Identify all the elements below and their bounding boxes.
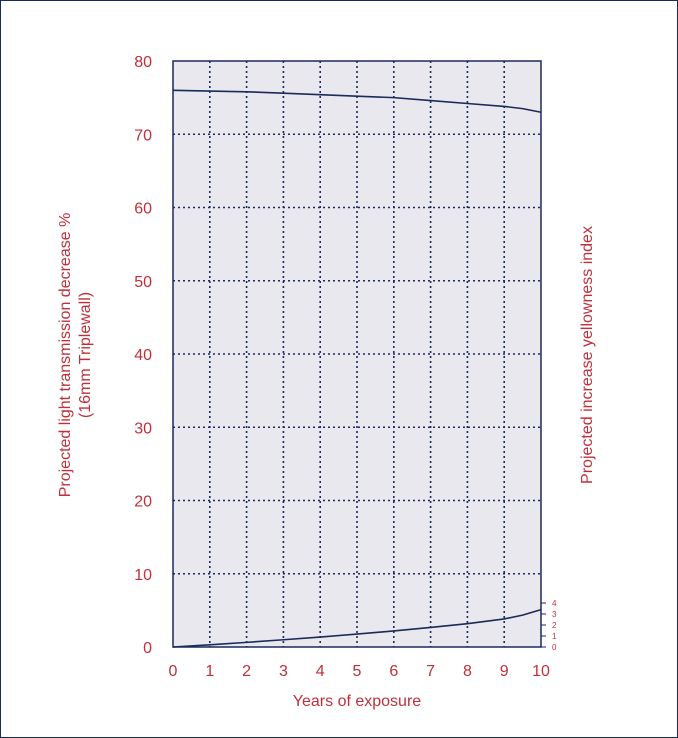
x-tick-label: 1 bbox=[205, 663, 214, 680]
x-axis-title: Years of exposure bbox=[293, 693, 421, 710]
y-tick-label: 30 bbox=[134, 420, 152, 437]
x-tick-label: 7 bbox=[426, 663, 435, 680]
y2-tick-label: 4 bbox=[552, 599, 557, 608]
x-tick-label: 9 bbox=[500, 663, 509, 680]
y2-tick-label: 3 bbox=[552, 610, 557, 619]
x-tick-label: 6 bbox=[389, 663, 398, 680]
y-tick-label: 50 bbox=[134, 274, 152, 291]
y-tick-label: 10 bbox=[134, 567, 152, 584]
x-tick-label: 5 bbox=[353, 663, 362, 680]
y-axis-ticks: 0 10 20 30 40 50 60 70 80 bbox=[134, 54, 152, 657]
x-tick-label: 3 bbox=[279, 663, 288, 680]
y-tick-label: 70 bbox=[134, 127, 152, 144]
x-axis-ticks: 0 1 2 3 4 5 6 7 8 9 10 bbox=[169, 663, 550, 680]
x-tick-label: 10 bbox=[532, 663, 550, 680]
series-line-1 bbox=[172, 89, 542, 114]
series-lines bbox=[172, 89, 542, 648]
y2-axis-title: Projected increase yellowness index bbox=[579, 226, 596, 484]
y-tick-label: 60 bbox=[134, 201, 152, 218]
y-tick-label: 80 bbox=[134, 54, 152, 71]
grid bbox=[173, 61, 541, 647]
x-tick-label: 2 bbox=[242, 663, 251, 680]
y-tick-label: 20 bbox=[134, 494, 152, 511]
y-tick-label: 40 bbox=[134, 347, 152, 364]
series-line-2 bbox=[172, 608, 542, 648]
x-tick-label: 8 bbox=[463, 663, 472, 680]
plot-border bbox=[172, 60, 542, 648]
y2-tick-label: 2 bbox=[552, 621, 557, 630]
x-tick-label: 0 bbox=[169, 663, 178, 680]
y-axis-title-line1: Projected light transmission decrease % bbox=[57, 213, 74, 498]
y2-tick-label: 0 bbox=[552, 643, 557, 652]
y-axis-title-line2: (16mm Triplewall) bbox=[77, 292, 94, 418]
y2-axis-ticks: 0 1 2 3 4 bbox=[540, 599, 557, 652]
y2-tick-label: 1 bbox=[552, 632, 557, 641]
y-tick-label: 0 bbox=[143, 640, 152, 657]
x-tick-label: 4 bbox=[316, 663, 325, 680]
